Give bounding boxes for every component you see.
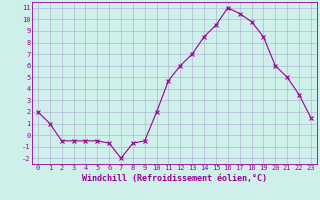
X-axis label: Windchill (Refroidissement éolien,°C): Windchill (Refroidissement éolien,°C) — [82, 174, 267, 183]
